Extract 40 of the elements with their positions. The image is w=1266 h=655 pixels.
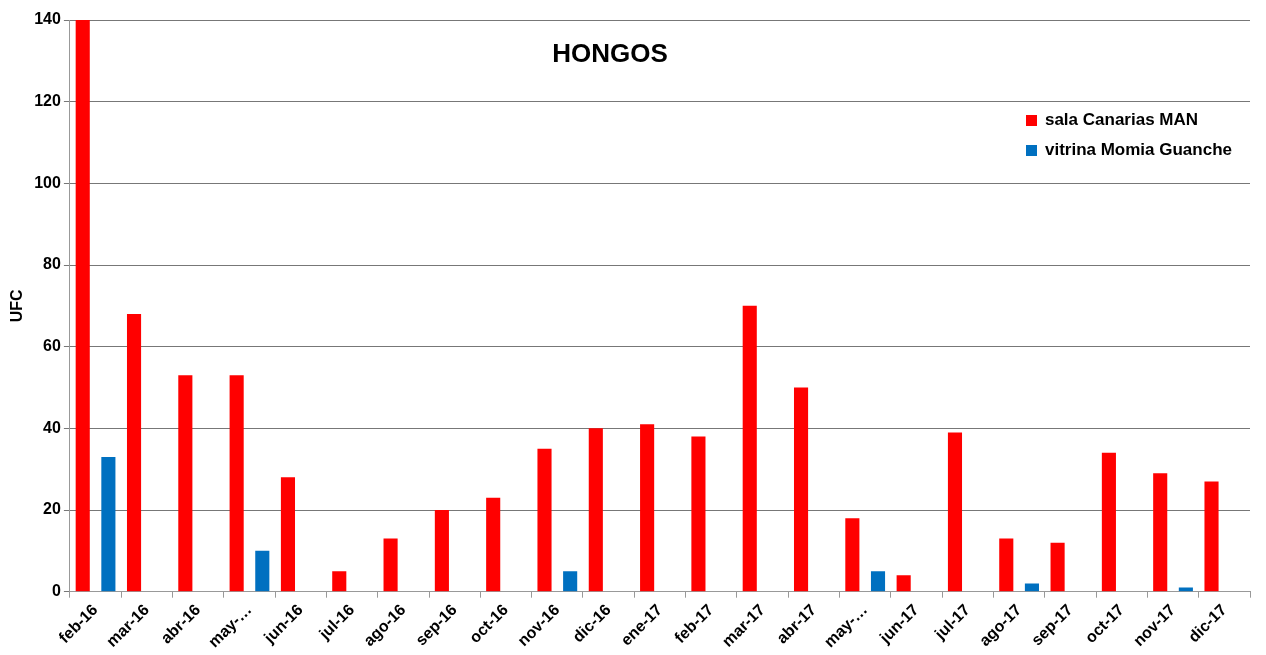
legend-label: vitrina Momia Guanche xyxy=(1044,140,1232,160)
bar xyxy=(255,550,270,592)
y-tick-label: 120 xyxy=(34,92,61,110)
bar xyxy=(1024,583,1039,592)
bar xyxy=(280,477,296,592)
y-tick-label: 40 xyxy=(43,418,61,436)
bar xyxy=(742,305,757,592)
bar xyxy=(588,428,603,592)
bar xyxy=(178,375,193,592)
bar xyxy=(434,510,449,592)
bar xyxy=(896,575,911,592)
bar xyxy=(947,432,963,592)
bar xyxy=(563,571,578,592)
bar xyxy=(1204,481,1219,592)
bar xyxy=(486,497,501,592)
y-axis-title: UFC xyxy=(8,288,26,323)
bar xyxy=(999,538,1014,592)
bar xyxy=(870,571,886,592)
bar xyxy=(845,518,860,592)
y-tick-label: 100 xyxy=(34,173,61,191)
bar xyxy=(229,375,244,592)
bar xyxy=(640,424,655,592)
y-tick-label: 60 xyxy=(43,337,61,355)
y-tick-label: 140 xyxy=(34,10,61,28)
bar xyxy=(537,448,552,592)
y-tick-label: 80 xyxy=(43,255,61,273)
y-tick-label: 0 xyxy=(51,582,61,600)
bar xyxy=(1153,473,1168,592)
bar xyxy=(332,571,347,592)
bar xyxy=(1050,542,1065,592)
bar xyxy=(126,314,142,592)
y-tick-label: 20 xyxy=(43,500,61,518)
legend-label: sala Canarias MAN xyxy=(1044,110,1199,130)
bar xyxy=(383,538,398,592)
bar xyxy=(75,20,90,592)
text: HONGOS xyxy=(552,38,668,69)
bar xyxy=(101,456,116,592)
bar xyxy=(793,387,809,592)
bar xyxy=(691,436,706,592)
bar xyxy=(1101,452,1116,592)
